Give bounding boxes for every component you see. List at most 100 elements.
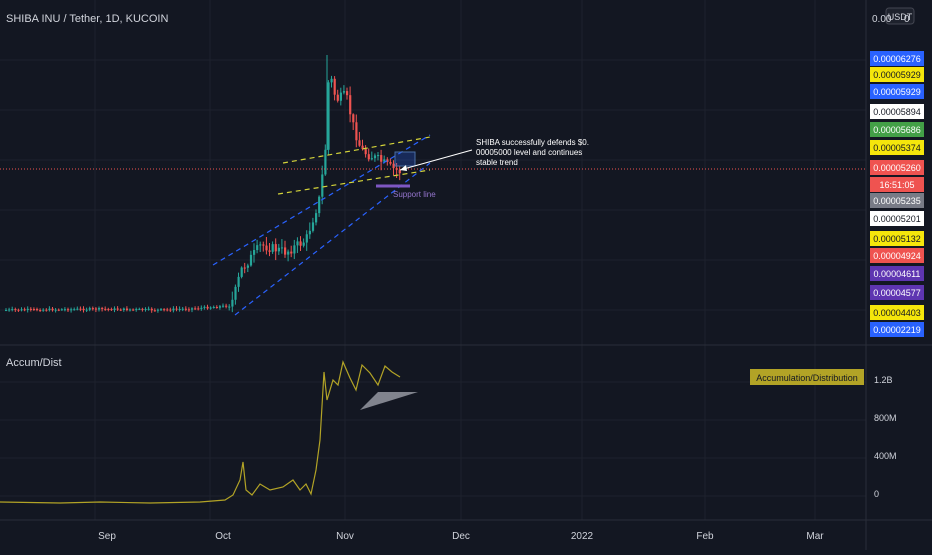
candle-body — [163, 309, 166, 311]
candle-body — [135, 309, 138, 311]
candle-body — [380, 155, 383, 162]
price-label-text: 0.00005235 — [873, 196, 921, 206]
candle-body — [8, 309, 11, 311]
highlight-box — [394, 151, 416, 167]
candle-body — [153, 310, 156, 312]
candle-body — [107, 308, 110, 310]
candle-body — [377, 155, 380, 157]
price-label-text: 0.00005374 — [873, 143, 921, 153]
candle-body — [172, 308, 175, 311]
price-label-box — [870, 84, 924, 99]
candle-body — [231, 299, 234, 307]
candlesticks — [5, 55, 401, 313]
candle-body — [138, 308, 141, 310]
candle-body — [45, 309, 48, 311]
candle-body — [197, 308, 200, 310]
price-axis-top-label: 0.00 — [872, 14, 892, 25]
candle-body — [277, 247, 280, 252]
price-label-text: 0.00005201 — [873, 214, 921, 224]
candle-body — [352, 114, 355, 123]
candle-body — [73, 309, 76, 311]
price-label-box — [870, 177, 924, 192]
candle-body — [318, 196, 321, 214]
candle-body — [225, 305, 228, 307]
channel-upper-blue — [212, 134, 431, 266]
candle-body — [122, 308, 125, 310]
currency-button[interactable] — [885, 7, 915, 25]
candle-body — [349, 95, 352, 115]
candle-body — [287, 251, 290, 255]
candle-body — [11, 309, 14, 311]
candle-body — [54, 309, 57, 311]
candle-body — [169, 309, 172, 311]
callout-text-line: stable trend — [476, 158, 518, 167]
price-label-box — [870, 285, 924, 300]
candle-body — [178, 308, 181, 310]
price-label-text: 0.00005260 — [873, 163, 921, 173]
accum-dist-line — [0, 360, 401, 504]
candle-body — [330, 78, 333, 83]
candle-body — [392, 163, 395, 169]
time-axis-label: 2022 — [571, 531, 594, 542]
indicator-legend-box — [750, 369, 864, 385]
candle-body — [67, 309, 70, 311]
price-label-box — [870, 67, 924, 82]
candle-body — [237, 276, 240, 287]
candle-body — [110, 309, 113, 311]
candle-body — [268, 250, 271, 252]
callout-arrow-head — [400, 165, 407, 171]
price-label-box — [870, 104, 924, 119]
price-label-box — [870, 211, 924, 226]
candle-body — [94, 308, 98, 310]
candle-body — [42, 309, 45, 311]
chart-drawings — [0, 134, 866, 316]
candle-body — [290, 251, 293, 254]
price-label-text: 0.00004577 — [873, 288, 921, 298]
candle-body — [358, 140, 361, 146]
candle-body — [160, 309, 163, 311]
candle-body — [246, 265, 249, 268]
currency-button-label: USDT — [888, 12, 913, 22]
candle-body — [181, 308, 184, 310]
candle-body — [346, 91, 349, 96]
price-label-text: 0.00004403 — [873, 308, 921, 318]
candle-body — [324, 149, 327, 175]
price-label-text: 0.00002219 — [873, 325, 921, 335]
price-label-box — [870, 160, 924, 175]
candle-body — [166, 309, 169, 311]
indicator-axis-label: 400M — [874, 451, 897, 461]
candle-body — [29, 308, 32, 310]
candle-body — [17, 309, 20, 311]
candle-body — [147, 308, 150, 310]
time-axis-label: Oct — [215, 531, 231, 542]
candle-body — [228, 306, 231, 308]
candle-body — [203, 306, 206, 308]
candle-body — [315, 213, 318, 223]
candle-body — [63, 309, 67, 311]
candle-body — [175, 308, 178, 310]
candle-body — [57, 309, 60, 311]
price-label-text: 0.00006276 — [873, 54, 921, 64]
candle-body — [91, 308, 94, 310]
price-label-box — [870, 266, 924, 281]
indicator-axis-label: 0 — [874, 489, 879, 499]
candle-body — [383, 159, 386, 162]
candle-body — [125, 308, 129, 311]
candle-body — [194, 308, 197, 310]
price-label-text: 16:51:05 — [879, 180, 914, 190]
candle-body — [311, 222, 315, 231]
price-label-box — [870, 193, 924, 208]
candle-body — [386, 159, 389, 162]
time-axis-label: Dec — [452, 531, 470, 542]
candle-body — [280, 247, 284, 249]
candle-body — [116, 308, 119, 310]
price-label-box — [870, 122, 924, 137]
candle-body — [156, 309, 160, 311]
candle-body — [342, 91, 346, 93]
candle-body — [85, 309, 88, 311]
candle-body — [243, 267, 246, 269]
candle-body — [36, 309, 39, 311]
candle-body — [249, 254, 253, 266]
price-label-box — [870, 140, 924, 155]
